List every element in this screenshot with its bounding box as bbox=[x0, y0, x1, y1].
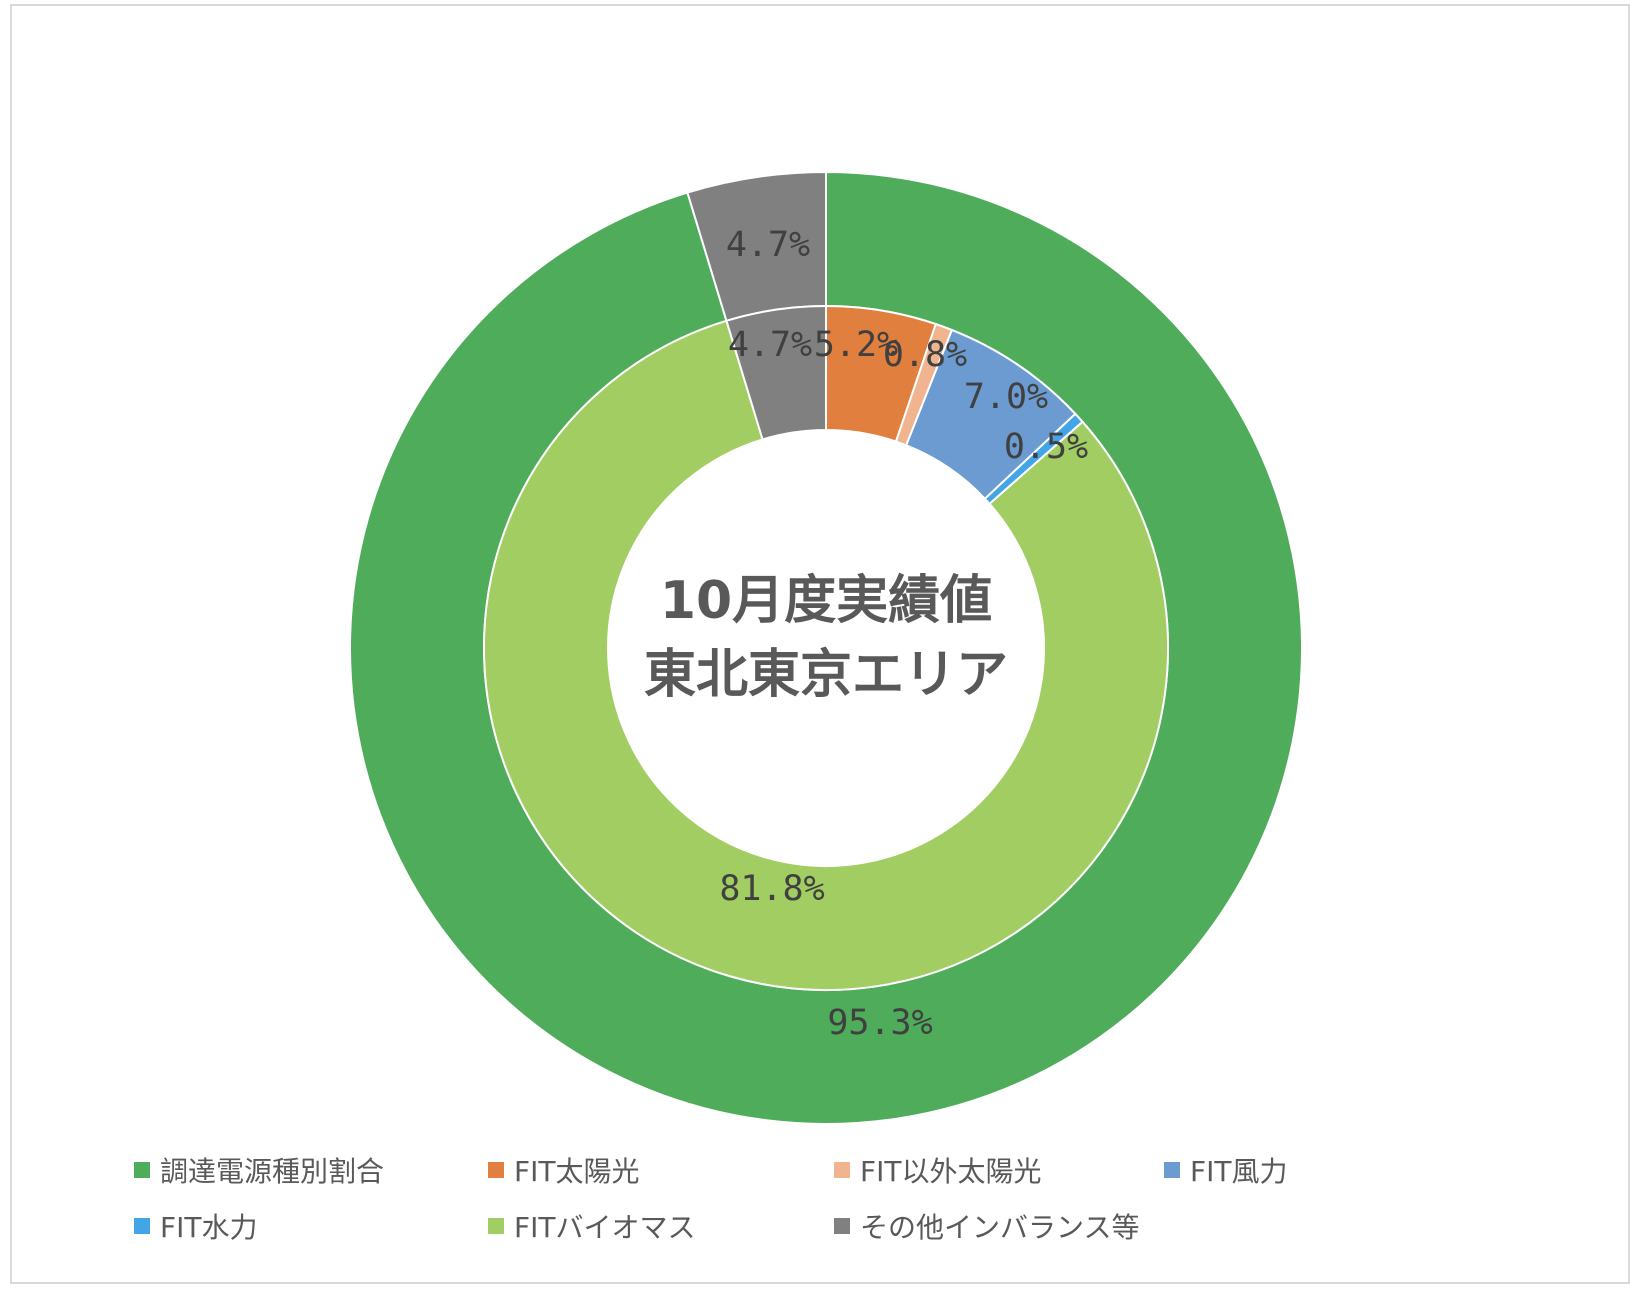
inner-ring bbox=[483, 304, 1169, 991]
legend-swatch bbox=[834, 1162, 850, 1178]
legend-swatch bbox=[134, 1218, 150, 1234]
inner-data-label-2: 7.0% bbox=[964, 377, 1048, 417]
legend-item: その他インバランス等 bbox=[834, 1206, 1139, 1246]
legend-label: FIT以外太陽光 bbox=[860, 1155, 1042, 1188]
legend-label: 調達電源種別割合 bbox=[160, 1155, 385, 1188]
legend-swatch bbox=[134, 1162, 150, 1178]
legend-label: FITバイオマス bbox=[514, 1211, 696, 1244]
inner-slice-5 bbox=[725, 304, 827, 441]
inner-slice-4 bbox=[483, 319, 1169, 991]
outer-data-label-1: 4.7% bbox=[726, 225, 810, 265]
legend-item: FITバイオマス bbox=[488, 1206, 695, 1246]
legend-item: FIT水力 bbox=[134, 1206, 257, 1246]
legend-label: FIT水力 bbox=[160, 1211, 258, 1244]
center-title-line-2: 東北東京エリア bbox=[644, 645, 1008, 705]
legend-swatch bbox=[834, 1218, 850, 1234]
inner-data-label-0: 5.2% bbox=[814, 325, 898, 365]
legend-item: 調達電源種別割合 bbox=[134, 1150, 384, 1190]
outer-data-label-0: 95.3% bbox=[827, 1003, 932, 1043]
legend-label: FIT風力 bbox=[1190, 1155, 1288, 1188]
legend-label: その他インバランス等 bbox=[860, 1211, 1140, 1244]
data-labels: 95.3%4.7%5.2%0.8%7.0%0.5%81.8%4.7% bbox=[719, 225, 1088, 1043]
legend-item: FIT以外太陽光 bbox=[834, 1150, 1041, 1190]
legend-swatch bbox=[488, 1162, 504, 1178]
legend-item: FIT太陽光 bbox=[488, 1150, 639, 1190]
inner-data-label-5: 4.7% bbox=[728, 325, 812, 365]
inner-data-label-1: 0.8% bbox=[883, 335, 967, 375]
legend-swatch bbox=[488, 1218, 504, 1234]
legend-item: FIT風力 bbox=[1164, 1150, 1287, 1190]
legend-swatch bbox=[1164, 1162, 1180, 1178]
legend-label: FIT太陽光 bbox=[514, 1155, 640, 1188]
inner-data-label-3: 0.5% bbox=[1004, 427, 1088, 467]
inner-data-label-4: 81.8% bbox=[719, 869, 824, 909]
center-title-line-1: 10月度実績値 bbox=[660, 571, 992, 631]
